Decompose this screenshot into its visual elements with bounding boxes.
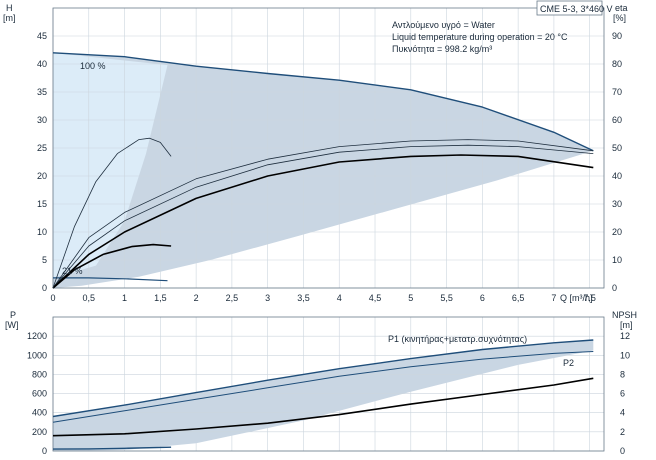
y-tick-label-power: 0 [42, 446, 47, 456]
low-flow-highlight [53, 52, 168, 278]
y-axis-unit-npsh: [m] [620, 320, 633, 330]
efficiency-curve-min [52, 243, 172, 289]
npsh-curve [52, 377, 594, 437]
x-tick-label: 1 [122, 293, 127, 303]
y-axis-label-head: H [6, 3, 13, 13]
y-tick-label-eta: 70 [612, 87, 622, 97]
efficiency-curve-low-speed [52, 137, 172, 289]
x-tick-label: 2,5 [226, 293, 239, 303]
y-tick-label-eta: 40 [612, 171, 622, 181]
operating-area [53, 52, 594, 288]
y-tick-label-power: 400 [32, 408, 47, 418]
power-operating-area [53, 340, 594, 451]
power-area-fill [53, 340, 594, 451]
y-tick-label-npsh: 12 [620, 331, 630, 341]
x-tick-label: 7,5 [583, 293, 596, 303]
y-axis-label-npsh: NPSH [612, 310, 637, 320]
y-axis-label-power: P [10, 310, 16, 320]
y-tick-label-npsh: 8 [620, 369, 625, 379]
y-tick-label-head: 0 [42, 283, 47, 293]
efficiency-curve-thin-1 [52, 139, 594, 289]
y-tick-label-eta: 50 [612, 143, 622, 153]
y-axis-label-eta: eta [615, 3, 628, 13]
y-axis-unit-power: [W] [5, 320, 19, 330]
y-tick-label-eta: 90 [612, 31, 622, 41]
y-tick-label-head: 10 [37, 227, 47, 237]
y-tick-label-power: 600 [32, 389, 47, 399]
x-axis-label-flow: Q [m³/h] [560, 293, 593, 303]
speed-label-max: 100 % [80, 61, 106, 71]
y-tick-label-head: 5 [42, 255, 47, 265]
power-curve-min [52, 446, 172, 450]
head-efficiency-panel: 0 0,5 1 1,5 2 2,5 3 3,5 4 4,5 5 5,5 6 6,5 7 7,505101520… [37, 7, 622, 451]
y-tick-label-npsh: 0 [620, 446, 625, 456]
efficiency-curve-max [52, 154, 594, 289]
x-tick-label: 6 [480, 293, 485, 303]
x-tick-label: 0 [50, 293, 55, 303]
efficiency-curve-thin-2 [52, 144, 594, 289]
y-tick-label-eta: 20 [612, 227, 622, 237]
power-npsh-panel: 0 200 400 600 800 1000 1200 0 2 4 6 8 10 12 [27, 316, 630, 456]
x-tick-label: 5,5 [440, 293, 453, 303]
power-curve-p2 [52, 351, 594, 423]
x-tick-label: 1,5 [154, 293, 167, 303]
info-line-fluid: Αντλούμενο υγρό = Water [392, 20, 495, 30]
y-tick-label-eta: 30 [612, 199, 622, 209]
operating-area-fill [53, 52, 594, 288]
tick-labels: 0 200 400 600 800 1000 1200 0 2 4 6 8 10 12 [27, 331, 630, 456]
y-tick-label-eta: 80 [612, 59, 622, 69]
info-line-density: Πυκνότητα = 998.2 kg/m³ [392, 44, 492, 54]
model-box [536, 0, 603, 16]
y-tick-label-head: 35 [37, 87, 47, 97]
y-tick-label-head: 30 [37, 115, 47, 125]
y-tick-label-npsh: 4 [620, 408, 625, 418]
y-tick-label-head: 40 [37, 59, 47, 69]
y-tick-label-power: 800 [32, 369, 47, 379]
x-tick-label: 4,5 [369, 293, 382, 303]
x-tick-label: 6,5 [512, 293, 525, 303]
y-tick-label-power: 200 [32, 427, 47, 437]
curves [52, 339, 594, 450]
y-tick-label-npsh: 10 [620, 350, 630, 360]
info-line-temperature: Liquid temperature during operation = 20… [392, 32, 568, 42]
y-tick-label-head: 25 [37, 143, 47, 153]
x-tick-label: 0,5 [83, 293, 96, 303]
head-curve-min [53, 277, 168, 282]
y-tick-label-head: 45 [37, 31, 47, 41]
y-tick-label-head: 15 [37, 199, 47, 209]
x-tick-label: 5 [408, 293, 413, 303]
series-label-p2: P2 [563, 358, 574, 368]
y-tick-label-eta: 0 [612, 283, 617, 293]
speed-label-min: 21 % [62, 266, 83, 276]
power-curve-p1 [52, 339, 594, 418]
x-tick-label: 3,5 [297, 293, 310, 303]
tick-labels: 0 0,5 1 1,5 2 2,5 3 3,5 4 4,5 5 5,5 6 6,5 7 7,5 0 5 10 15 20… [37, 31, 622, 303]
head-curve-max [52, 52, 594, 152]
y-tick-label-power: 1000 [27, 350, 47, 360]
x-tick-label: 3 [265, 293, 270, 303]
y-axis-unit-eta: [%] [613, 13, 626, 23]
x-tick-label: 4 [337, 293, 342, 303]
x-tick-label: 7 [551, 293, 556, 303]
y-tick-label-head: 20 [37, 171, 47, 181]
grid-lines [52, 316, 605, 452]
model-label: CME 5-3, 3*460 V [540, 4, 613, 14]
y-tick-label-npsh: 2 [620, 427, 625, 437]
y-tick-label-eta: 60 [612, 115, 622, 125]
y-tick-label-power: 1200 [27, 331, 47, 341]
y-tick-label-eta: 10 [612, 255, 622, 265]
series-label-p1: P1 (κινητήρας+μετατρ.συχνότητας) [388, 334, 527, 344]
y-tick-label-npsh: 6 [620, 389, 625, 399]
x-tick-label: 2 [194, 293, 199, 303]
plot-frame [52, 316, 605, 452]
y-axis-unit-head: [m] [3, 13, 16, 23]
plot-frame [52, 7, 605, 289]
curves [52, 52, 594, 289]
